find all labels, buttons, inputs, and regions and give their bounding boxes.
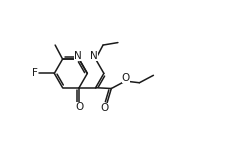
Text: N: N [91, 51, 98, 61]
Text: N: N [74, 51, 82, 61]
Text: O: O [122, 72, 130, 83]
Text: O: O [75, 102, 83, 112]
Text: F: F [32, 68, 38, 78]
Text: O: O [101, 103, 109, 113]
